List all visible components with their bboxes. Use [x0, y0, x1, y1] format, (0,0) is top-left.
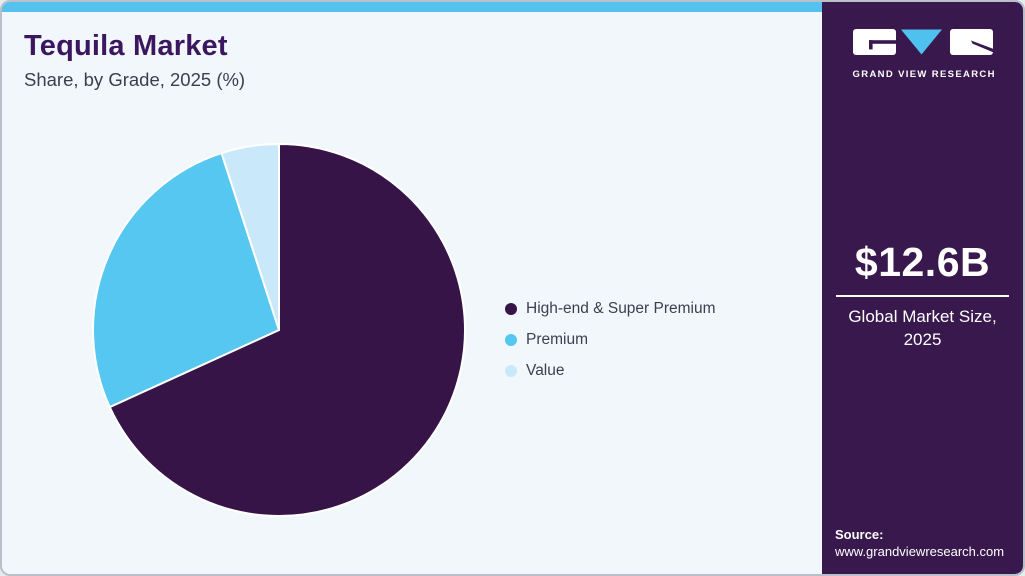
market-size-divider — [836, 295, 1009, 297]
legend-label: Premium — [526, 330, 589, 348]
market-size-block: $12.6B Global Market Size, 2025 — [822, 239, 1023, 352]
pie-chart — [89, 140, 469, 520]
pie-slice-value — [220, 143, 280, 331]
logo-v-triangle — [900, 29, 942, 55]
logo-g-hook — [868, 40, 873, 50]
chart-area: Tequila Market Share, by Grade, 2025 (%)… — [2, 12, 825, 574]
pie-slice-premium — [92, 152, 280, 409]
market-size-caption: Global Market Size, 2025 — [848, 307, 997, 349]
legend-item: Premium — [505, 324, 716, 355]
legend-label: High-end & Super Premium — [526, 299, 716, 317]
legend-item: Value — [505, 355, 716, 386]
legend-swatch-icon — [505, 333, 517, 346]
logo-r-slash — [970, 40, 993, 53]
legend: High-end & Super Premium Premium Value — [505, 293, 716, 386]
legend-swatch-icon — [505, 364, 517, 377]
pie-chart-svg — [92, 143, 467, 517]
logo-r-block — [949, 29, 993, 55]
brand-name: GRAND VIEW RESEARCH — [852, 69, 996, 80]
legend-item: High-end & Super Premium — [505, 293, 716, 324]
brand-sidebar: GRAND VIEW RESEARCH $12.6B Global Market… — [822, 2, 1023, 574]
logo-g-slot — [868, 40, 896, 44]
pie-slice-high-end-super-premium — [108, 143, 467, 517]
page-title: Tequila Market — [24, 30, 228, 62]
gvr-logo-icon — [852, 29, 993, 55]
market-size-value: $12.6B — [854, 239, 991, 285]
top-accent-bar — [2, 2, 1023, 12]
chart-subtitle: Share, by Grade, 2025 (%) — [24, 69, 246, 90]
source-block: Source: www.grandviewresearch.com — [835, 526, 1004, 561]
gvr-logo: GRAND VIEW RESEARCH — [852, 29, 996, 80]
source-url-link[interactable]: www.grandviewresearch.com — [835, 544, 1005, 560]
source-label: Source: — [835, 526, 884, 542]
legend-label: Value — [526, 361, 565, 379]
legend-swatch-icon — [505, 302, 517, 315]
